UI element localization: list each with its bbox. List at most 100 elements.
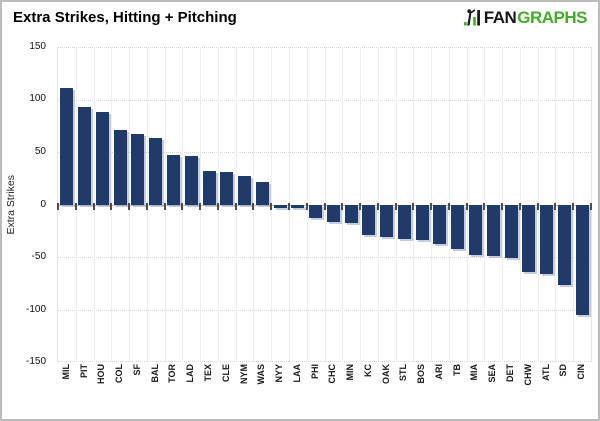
x-label-PIT: PIT [78, 364, 89, 379]
axis-tick [145, 202, 148, 210]
x-label-cell: KC [359, 364, 377, 414]
x-label-KC: KC [362, 364, 373, 377]
axis-tick [92, 202, 95, 210]
bar-MIA [469, 204, 482, 255]
axis-tick [110, 202, 113, 210]
logo-text-fan: FAN [483, 8, 517, 27]
axis-tick [341, 202, 344, 210]
bar-LAA [291, 204, 305, 208]
axis-tick [412, 202, 415, 210]
bar-CHC [326, 204, 340, 223]
x-label-cell: SF [128, 364, 146, 414]
plot-area [57, 47, 592, 362]
bar-COL [113, 129, 127, 205]
y-tick-label--50: -50 [31, 250, 46, 262]
bar-WAS [255, 182, 269, 205]
bar-NYY [273, 204, 287, 208]
bar-CIN [575, 204, 589, 315]
x-label-TB: TB [451, 364, 462, 376]
axis-tick [252, 202, 255, 210]
x-label-CHW: CHW [522, 364, 533, 386]
y-tick-label-50: 50 [34, 145, 46, 157]
x-label-MIN: MIN [345, 364, 356, 381]
bar-DET [504, 204, 518, 259]
axis-tick [270, 202, 273, 210]
x-label-BOS: BOS [416, 364, 427, 384]
x-label-cell: MIN [341, 364, 359, 414]
bar-CLE [220, 171, 234, 205]
axis-tick [181, 202, 184, 210]
x-label-SF: SF [131, 364, 142, 376]
x-label-cell: OAK [377, 364, 395, 414]
bar-TEX [202, 170, 216, 205]
bar-MIL [60, 87, 74, 205]
x-label-CLE: CLE [220, 364, 231, 382]
axis-tick [430, 202, 433, 210]
axis-tick [465, 202, 468, 210]
x-label-ATL: ATL [540, 364, 551, 381]
x-axis-labels: MIL PIT HOU COL SF BAL TOR LAD TEX CLE NYM WAS NYY LA… [57, 364, 590, 414]
axis-tick [518, 202, 521, 210]
bar-SF [131, 134, 145, 205]
x-label-cell: BOS [412, 364, 430, 414]
bar-PIT [78, 106, 92, 205]
axis-tick [163, 202, 166, 210]
bar-ARI [433, 204, 447, 245]
x-label-cell: CHC [323, 364, 341, 414]
axis-tick [74, 202, 77, 210]
x-label-STL: STL [398, 364, 409, 381]
axis-tick [359, 202, 362, 210]
y-tick-label-100: 100 [29, 93, 46, 105]
fangraphs-logo: FAN GRAPHS [463, 8, 587, 27]
x-label-cell: LAA [288, 364, 306, 414]
x-label-MIL: MIL [60, 364, 71, 380]
axis-tick [572, 202, 575, 210]
x-label-TEX: TEX [203, 364, 213, 382]
x-label-NYM: NYM [238, 364, 249, 384]
bar-TB [451, 204, 465, 249]
axis-tick [483, 202, 486, 210]
bar-NYM [238, 176, 252, 205]
y-tick-label--150: -150 [25, 356, 46, 367]
axis-tick [216, 202, 219, 210]
x-label-cell: HOU [93, 364, 111, 414]
x-label-DET: DET [505, 364, 516, 382]
x-label-NYY: NYY [274, 364, 285, 383]
x-label-cell: CIN [572, 364, 590, 414]
x-label-TOR: TOR [167, 364, 178, 383]
x-label-BAL: BAL [149, 364, 160, 383]
axis-tick [234, 202, 237, 210]
axis-tick [305, 202, 308, 210]
bar-BOS [415, 204, 429, 241]
x-label-cell: COL [110, 364, 128, 414]
bar-HOU [95, 112, 109, 205]
bar-CHW [522, 204, 536, 272]
x-label-cell: ATL [537, 364, 555, 414]
x-label-LAA: LAA [291, 364, 302, 383]
x-label-CIN: CIN [576, 364, 587, 380]
bar-SD [557, 204, 571, 286]
bar-MIN [344, 204, 358, 224]
axis-tick [447, 202, 450, 210]
x-label-LAD: LAD [185, 364, 196, 383]
x-label-CHC: CHC [327, 364, 338, 384]
bar-PHI [309, 204, 323, 219]
bar-KC [362, 204, 376, 235]
axis-tick [501, 202, 504, 210]
y-tick-label-0: 0 [40, 198, 46, 210]
logo-text-graphs: GRAPHS [517, 8, 587, 27]
x-label-PHI: PHI [309, 364, 320, 380]
x-label-cell: PHI [306, 364, 324, 414]
axis-tick [536, 202, 539, 210]
axis-tick [128, 202, 131, 210]
y-tick-label-150: 150 [29, 41, 46, 52]
x-label-cell: SD [554, 364, 572, 414]
x-label-cell: TOR [164, 364, 182, 414]
bar-TOR [166, 155, 180, 205]
bar-STL [397, 204, 411, 240]
x-label-cell: CLE [217, 364, 235, 414]
x-label-cell: DET [501, 364, 519, 414]
x-label-cell: ARI [430, 364, 448, 414]
x-label-cell: LAD [181, 364, 199, 414]
